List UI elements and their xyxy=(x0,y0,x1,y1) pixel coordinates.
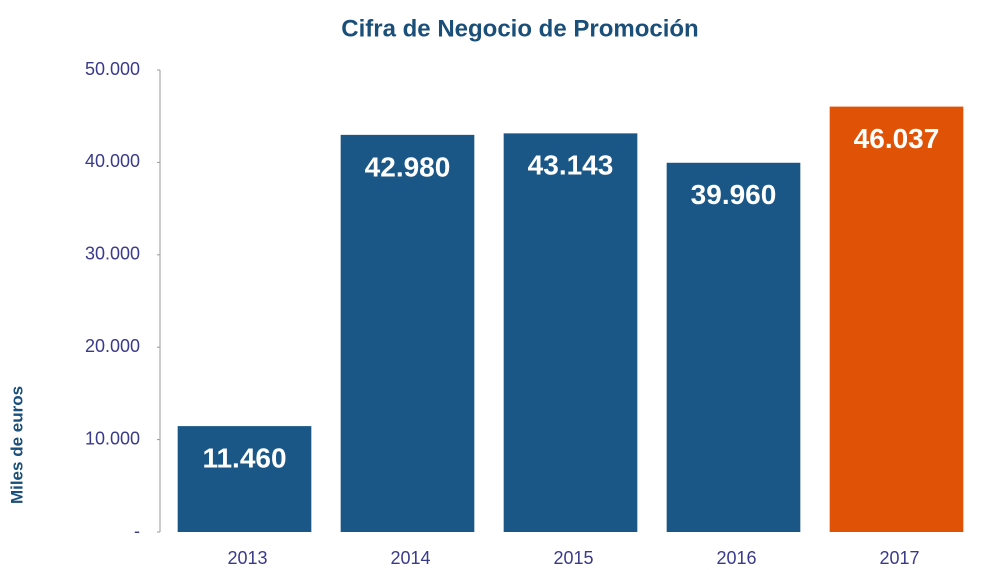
x-tick-label: 2015 xyxy=(553,548,593,568)
value-label: 46.037 xyxy=(854,123,940,154)
bar xyxy=(177,426,312,532)
y-tick-label: 40.000 xyxy=(85,151,140,171)
y-tick-label: 50.000 xyxy=(85,59,140,79)
value-label: 39.960 xyxy=(691,179,777,210)
x-tick-label: 2016 xyxy=(716,548,756,568)
x-tick-label: 2013 xyxy=(227,548,267,568)
bar xyxy=(829,106,964,533)
value-label: 11.460 xyxy=(202,443,286,474)
y-tick-label: - xyxy=(134,521,140,541)
value-label: 42.980 xyxy=(365,151,451,182)
value-label: 43.143 xyxy=(528,150,614,181)
x-tick-label: 2014 xyxy=(390,548,430,568)
y-tick-label: 30.000 xyxy=(85,244,140,264)
y-tick-label: 20.000 xyxy=(85,336,140,356)
bar xyxy=(503,133,638,532)
x-tick-label: 2017 xyxy=(879,548,919,568)
y-tick-label: 10.000 xyxy=(85,428,140,448)
y-axis-title: Miles de euros xyxy=(7,386,26,504)
bar xyxy=(666,162,801,532)
bar xyxy=(340,134,475,532)
chart-title: Cifra de Negocio de Promoción xyxy=(341,15,698,42)
